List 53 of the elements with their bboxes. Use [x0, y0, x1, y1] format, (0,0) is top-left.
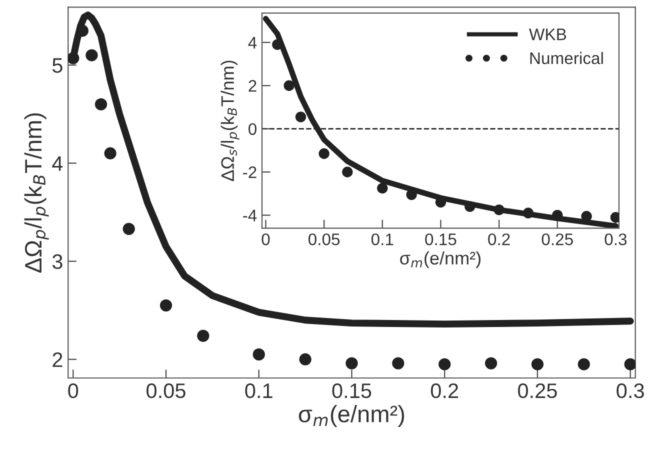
x-tick-label: 0.1 — [371, 233, 394, 246]
point — [346, 357, 358, 370]
x-axis-title: σ$_{m}$(e/nm²) — [298, 405, 404, 428]
x-tick-label: 0.3 — [604, 233, 627, 246]
y-tick-label: -4 — [243, 210, 257, 222]
point — [284, 80, 294, 91]
y-tick-label: 4 — [248, 36, 257, 48]
point — [522, 208, 534, 218]
point — [438, 358, 451, 370]
x-tick-label: 0.1 — [245, 383, 272, 398]
legend-label: Numerical — [530, 52, 603, 64]
point — [494, 204, 504, 216]
point — [484, 357, 498, 370]
point — [392, 357, 404, 370]
x-tick-label: 0.05 — [308, 233, 340, 246]
y-tick-label: 4 — [52, 156, 63, 171]
y-tick-label: 5 — [52, 58, 62, 73]
y-tick-label: 0 — [248, 123, 256, 136]
y-tick-label: -2 — [243, 166, 256, 178]
x-tick-label: 0.15 — [332, 383, 372, 398]
y-tick-label: 2 — [52, 352, 62, 367]
x-tick-label: 0.2 — [430, 383, 458, 398]
x-axis-title: σ$_{m}$(e/nm²) — [400, 251, 480, 268]
point — [299, 353, 312, 366]
point — [197, 330, 210, 342]
y-axis-title: ΔΩ$_{s}$/l$_{p}$(k$_{B}$T/nm) — [220, 60, 240, 182]
point — [318, 148, 330, 159]
y-axis-title: ΔΩ$_{p}$/l$_{p}$(k$_{B}$T/nm) — [24, 113, 49, 273]
x-tick-label: 0.15 — [425, 233, 456, 246]
x-tick-label: 0 — [262, 233, 270, 246]
point — [68, 52, 80, 64]
point — [377, 182, 388, 194]
legend-label: WKB — [529, 28, 566, 40]
point — [464, 201, 476, 212]
x-tick-label: 0.25 — [518, 383, 557, 398]
point — [104, 147, 116, 160]
point — [86, 49, 98, 62]
point — [342, 166, 353, 178]
point — [295, 112, 306, 122]
y-tick-label: 2 — [248, 80, 256, 92]
y-tick-label: 3 — [52, 254, 62, 270]
x-tick-label: 0 — [68, 383, 78, 398]
x-tick-label: 0.05 — [146, 383, 186, 398]
point — [624, 358, 636, 370]
point — [122, 222, 135, 235]
x-tick-label: 0.3 — [616, 383, 644, 398]
x-tick-label: 0.25 — [542, 233, 573, 246]
x-tick-label: 0.2 — [488, 233, 510, 246]
point — [531, 358, 544, 370]
point — [94, 98, 108, 110]
point — [160, 299, 172, 312]
point — [252, 348, 265, 361]
point — [578, 358, 590, 370]
